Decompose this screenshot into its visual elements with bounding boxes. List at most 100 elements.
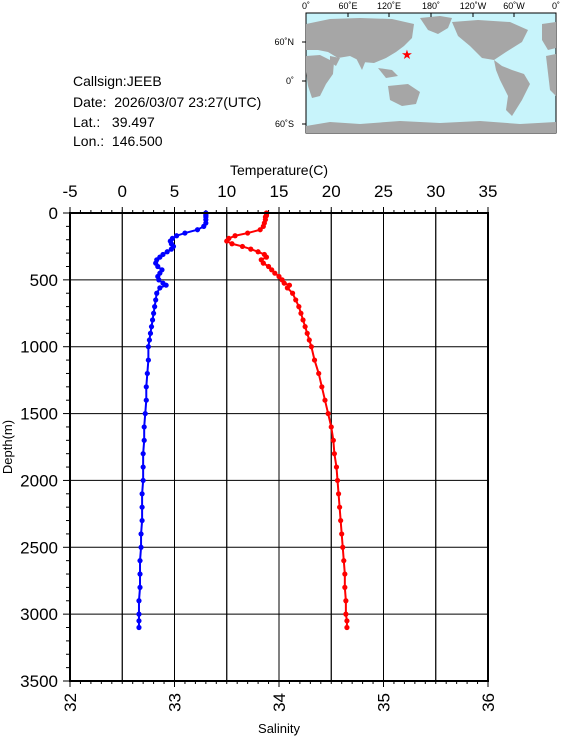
salinity-tick-label: 35: [375, 693, 394, 712]
salinity-data-point: [229, 241, 235, 247]
plot-grid: [69, 212, 489, 682]
salinity-tick-label: 36: [479, 693, 498, 712]
salinity-data-point: [343, 611, 349, 617]
salinity-data-point: [289, 290, 296, 296]
date-text: Date: 2026/03/07 23:27(UTC): [73, 94, 262, 110]
map-latitude-tick-label: 60˚S: [275, 119, 294, 129]
salinity-data-point: [306, 337, 312, 343]
temperature-tick-label: 35: [479, 182, 498, 201]
location-map: ★ 0˚ 60˚E 120˚E 180˚ 120˚W 60˚W 0˚ 60˚N 0˚ 60˚S: [274, 1, 560, 134]
salinity-data-point: [224, 238, 230, 244]
temperature-data-point: [143, 384, 149, 390]
salinity-data-point: [322, 397, 328, 403]
temperature-data-point: [168, 246, 174, 252]
temperature-tick-label: 0: [118, 182, 127, 201]
salinity-data-point: [344, 618, 350, 624]
map-longitude-tick-label: 180˚: [422, 1, 440, 11]
temperature-data-point: [146, 337, 153, 343]
salinity-data-point: [308, 344, 314, 350]
salinity-data-point: [342, 571, 348, 577]
temperature-data-point: [139, 491, 145, 497]
salinity-data-point: [330, 437, 336, 443]
depth-tick-label: 3000: [20, 605, 58, 624]
temperature-data-point: [147, 330, 154, 336]
salinity-data-point: [334, 477, 341, 484]
station-marker: ★: [401, 48, 413, 63]
salinity-data-point: [260, 260, 266, 266]
temperature-tick-label: 20: [322, 182, 341, 201]
temperature-data-point: [163, 282, 169, 288]
map-longitude-tick-label: 60˚W: [503, 1, 525, 11]
temperature-data-point: [144, 370, 150, 377]
depth-tick-label: 1500: [20, 405, 58, 424]
temperature-data-point: [143, 397, 149, 403]
temperature-data-point: [138, 531, 144, 537]
temperature-data-point: [194, 227, 201, 233]
salinity-axis-ticks: 32 33 34 35 36: [61, 681, 498, 712]
temperature-data-point: [140, 451, 146, 457]
depth-axis-ticks: 0 500 1000 1500 2000 2500 3000 3500: [20, 204, 70, 691]
depth-tick-label: 2000: [20, 471, 58, 490]
callsign-text: Callsign:JEEB: [73, 73, 162, 89]
salinity-data-point: [328, 424, 334, 430]
salinity-data-point: [232, 233, 238, 239]
depth-tick-label: 0: [49, 204, 58, 223]
salinity-data-point: [331, 451, 337, 457]
temperature-data-point: [152, 304, 158, 310]
temperature-tick-label: -5: [62, 182, 77, 201]
salinity-data-point: [260, 223, 266, 229]
salinity-data-point: [337, 504, 343, 510]
map-longitude-tick-label: 120˚W: [460, 1, 487, 11]
salinity-data-point: [325, 410, 331, 417]
map-land: [306, 16, 556, 133]
map-latitude-ticks: 60˚N 0˚ 60˚S: [274, 37, 306, 129]
temperature-data-point: [145, 357, 151, 363]
temperature-tick-label: 25: [374, 182, 393, 201]
temperature-data-point: [136, 611, 142, 617]
salinity-profile-line: [225, 213, 348, 628]
temperature-data-point: [164, 249, 170, 255]
temperature-data-point: [140, 477, 146, 484]
temperature-data-point: [138, 544, 144, 550]
salinity-data-point: [284, 285, 290, 291]
salinity-data-point: [298, 310, 304, 316]
temperature-data-point: [136, 618, 142, 624]
salinity-data-point: [319, 384, 325, 390]
temperature-data-point: [149, 317, 156, 323]
map-longitude-ticks: 0˚ 60˚E 120˚E 180˚ 120˚W 60˚W 0˚: [302, 1, 560, 17]
salinity-data-point: [293, 297, 299, 303]
salinity-data-point: [340, 544, 346, 550]
salinity-data-point: [338, 517, 344, 524]
temperature-data-point: [154, 290, 160, 296]
salinity-data-point: [269, 267, 275, 273]
temperature-data-point: [156, 277, 162, 283]
depth-tick-label: 1000: [20, 338, 58, 357]
temperature-data-point: [182, 230, 188, 236]
plot-frame: [69, 212, 489, 682]
salinity-data-point: [296, 304, 302, 310]
salinity-data-point: [248, 246, 254, 252]
temperature-data-point: [157, 285, 163, 291]
map-latitude-tick-label: 60˚N: [274, 37, 294, 47]
temperature-data-point: [137, 584, 143, 591]
salinity-data-point: [239, 243, 246, 250]
temperature-data-point: [139, 517, 145, 524]
temperature-data-point: [173, 233, 180, 239]
salinity-data-point: [311, 357, 318, 363]
salinity-tick-label: 34: [270, 693, 289, 712]
temperature-data-point: [139, 504, 145, 510]
temperature-data-point: [137, 558, 143, 564]
salinity-data-point: [300, 317, 306, 323]
temperature-data-point: [141, 437, 147, 443]
temperature-data-point: [136, 624, 142, 631]
map-longitude-tick-label: 120˚E: [377, 1, 401, 11]
salinity-data-point: [302, 324, 308, 330]
map-longitude-tick-label: 0˚: [552, 1, 560, 11]
temperature-data-point: [148, 324, 155, 330]
depth-tick-label: 2500: [20, 538, 58, 557]
map-latitude-tick-label: 0˚: [286, 76, 294, 86]
temperature-data-point: [151, 310, 157, 316]
depth-tick-label: 3500: [20, 672, 58, 691]
